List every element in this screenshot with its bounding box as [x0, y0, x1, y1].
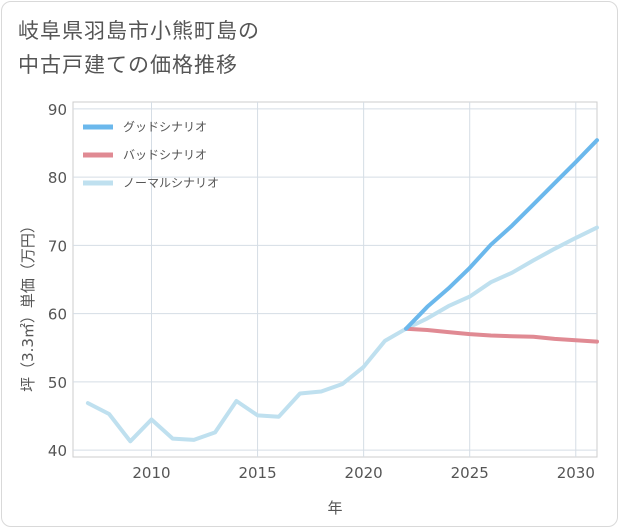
series-line-2 [85, 225, 599, 444]
y-axis-label: 坪（3.3㎡）単価（万円） [19, 218, 37, 392]
y-tick-label: 70 [48, 237, 67, 255]
title-line-1: 岐阜県羽島市小熊町島の [18, 19, 260, 43]
x-tick-label: 2015 [238, 464, 276, 482]
x-axis-label: 年 [327, 499, 342, 517]
x-tick-label: 2030 [557, 464, 595, 482]
legend-label: グッドシナリオ [123, 120, 207, 134]
y-tick-label: 50 [48, 374, 67, 392]
tick-labels: 2010 2015 2020 2025 2030 40 50 60 70 80 90 [48, 101, 595, 482]
y-tick-label: 60 [48, 306, 67, 324]
plot-area [72, 101, 598, 458]
y-tick-label: 90 [48, 101, 67, 119]
y-tick-label: 80 [48, 169, 67, 187]
y-tick-label: 40 [48, 442, 67, 460]
series-line-1 [404, 326, 599, 344]
chart-title: 岐阜県羽島市小熊町島の 中古戸建ての価格推移 [18, 14, 260, 82]
title-line-2: 中古戸建ての価格推移 [18, 53, 238, 77]
gridlines [73, 102, 597, 457]
x-tick-label: 2025 [451, 464, 489, 482]
x-tick-label: 2010 [132, 464, 170, 482]
x-tick-label: 2020 [345, 464, 383, 482]
legend-label: ノーマルシナリオ [123, 176, 219, 190]
series-line-0 [404, 138, 599, 331]
legend-label: バッドシナリオ [123, 148, 207, 162]
series-lines [85, 138, 599, 444]
